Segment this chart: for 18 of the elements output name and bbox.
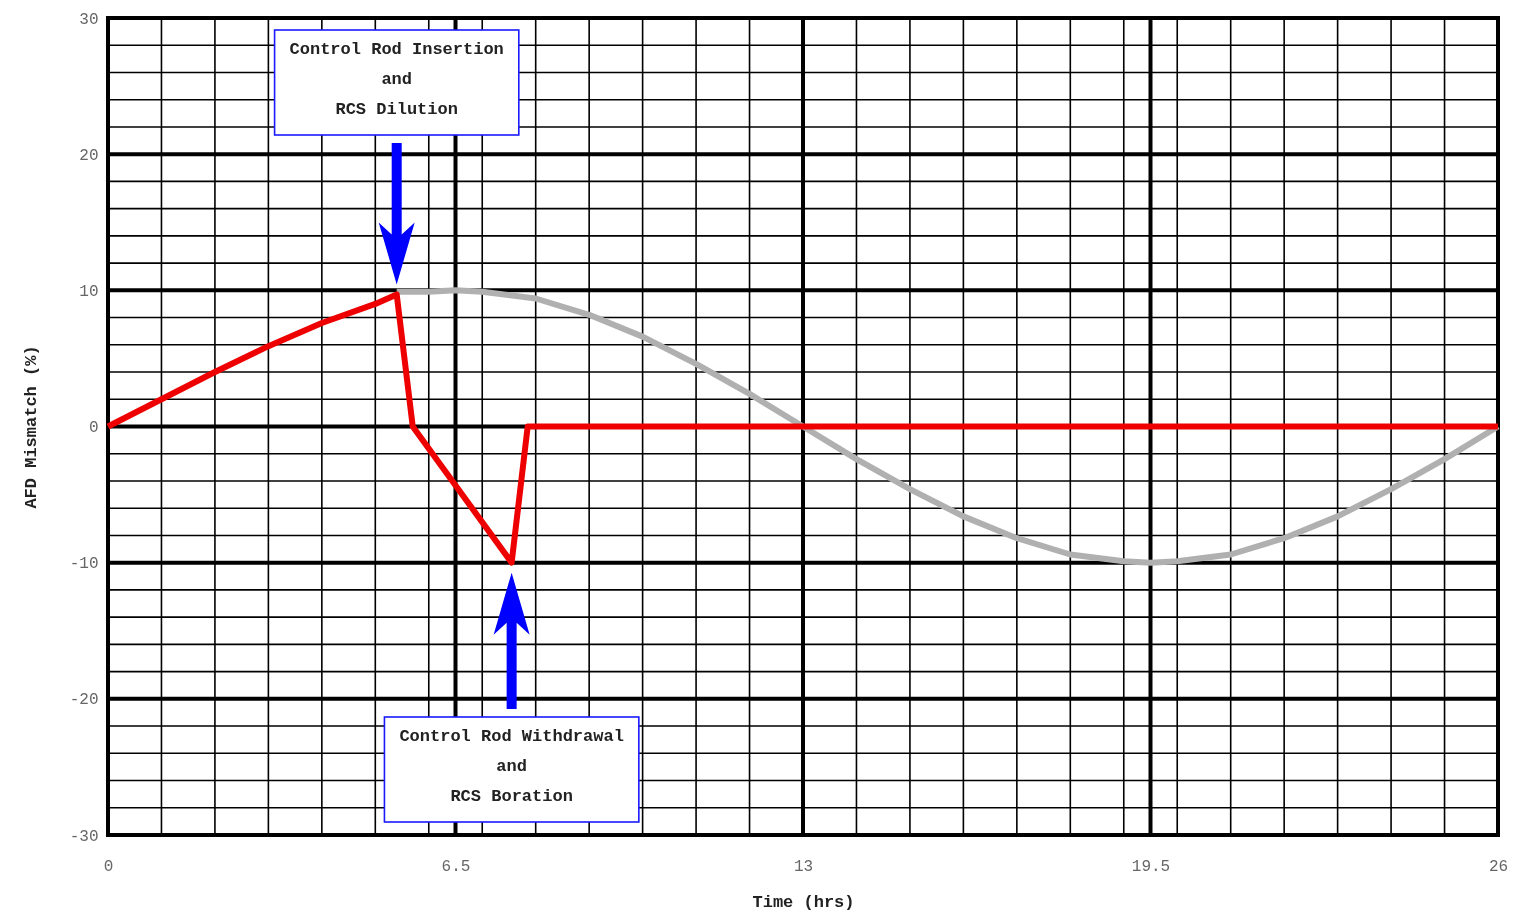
y-tick-label: 10	[79, 282, 99, 301]
y-axis-title: AFD Mismatch (%)	[21, 345, 41, 509]
x-tick-label: 13	[793, 857, 814, 876]
y-tick-label: 0	[88, 419, 99, 437]
y-tick-label: -20	[69, 691, 99, 710]
annotation: Control Rod Withdrawal and RCS Boration	[399, 727, 624, 806]
annotation: Control Rod Insertion and RCS Dilution	[289, 40, 504, 119]
y-tick-label: -30	[69, 827, 99, 846]
x-tick-label: 19.5	[1131, 857, 1171, 876]
y-tick-label: 20	[79, 146, 99, 165]
x-axis-title: Time (hrs)	[752, 892, 855, 912]
x-tick-label: 6.5	[441, 857, 471, 876]
y-tick-label: 30	[79, 10, 99, 29]
x-tick-label: 26	[1488, 857, 1509, 876]
y-tick-label: -10	[69, 555, 99, 574]
callout-box: Control Rod Insertion and RCS Dilution	[273, 29, 520, 136]
callout-box: Control Rod Withdrawal and RCS Boration	[383, 716, 640, 823]
x-tick-label: 0	[103, 857, 114, 876]
